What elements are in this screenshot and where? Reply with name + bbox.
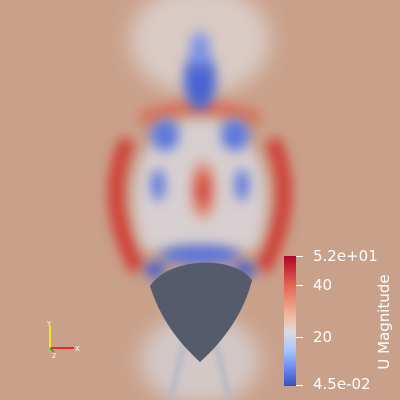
colorbar-tick <box>296 385 303 386</box>
high-velocity-core <box>188 154 218 226</box>
axis-z-label: Z <box>52 353 56 360</box>
colorbar-tick <box>296 337 303 338</box>
colorbar-title: U Magnitude <box>375 274 393 370</box>
z-axis-line <box>49 347 55 353</box>
obstacle <box>150 262 252 362</box>
orientation-axes: Y X Z <box>46 320 80 360</box>
wake-streaks <box>167 339 233 400</box>
low-velocity-regions <box>145 32 255 278</box>
colorbar-min-label: 4.5e-02 <box>313 375 371 393</box>
axis-y-label: Y <box>46 320 52 328</box>
colorbar-tick-label: 40 <box>313 276 333 294</box>
color-legend-bar <box>284 256 296 386</box>
axis-x-label: X <box>75 345 80 353</box>
colorbar-tick <box>296 256 303 257</box>
colorbar-tick-label: 20 <box>313 328 333 346</box>
colorbar-tick <box>296 285 303 286</box>
colorbar-max-label: 5.2e+01 <box>313 247 378 265</box>
